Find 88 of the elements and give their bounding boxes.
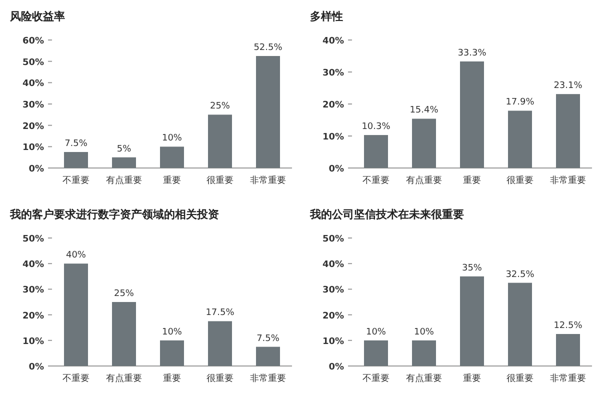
y-tick-label: 10% (322, 132, 344, 142)
y-tick-label: 10% (322, 336, 344, 347)
y-tick-label: 0% (28, 362, 44, 372)
bar (208, 321, 232, 366)
bar (556, 334, 580, 366)
data-label: 23.1% (554, 81, 583, 92)
data-label: 10% (366, 327, 386, 338)
x-tick-label: 很重要 (206, 175, 234, 186)
x-tick-label: 重要 (163, 175, 181, 186)
y-tick-label: 30% (22, 286, 44, 296)
bar (412, 340, 436, 366)
data-label: 35% (462, 263, 482, 274)
data-label: 17.5% (206, 308, 235, 318)
data-label: 32.5% (506, 270, 535, 280)
x-tick-label: 重要 (463, 175, 481, 186)
x-tick-label: 不重要 (362, 175, 390, 186)
bar (412, 118, 436, 168)
y-tick-label: 20% (322, 100, 344, 110)
y-tick-label: 40% (322, 36, 344, 46)
y-tick-label: 20% (22, 122, 44, 132)
chart-title: 风险收益率 (9, 10, 65, 23)
y-tick-label: 40% (22, 260, 44, 270)
bar (64, 264, 88, 366)
bar (508, 110, 532, 168)
chart-title: 我的公司坚信技术在未来很重要 (309, 208, 464, 221)
bar (112, 302, 136, 366)
y-tick-label: 50% (322, 234, 344, 244)
y-tick-label: 30% (322, 286, 344, 296)
data-label: 10% (414, 327, 434, 338)
y-tick-label: 0% (28, 164, 44, 174)
x-tick-label: 非常重要 (550, 373, 586, 384)
data-label: 10% (162, 327, 182, 338)
data-label: 33.3% (458, 48, 487, 58)
x-tick-label: 很重要 (206, 373, 234, 384)
bar (508, 282, 532, 366)
y-tick-label: 0% (328, 164, 344, 174)
x-tick-label: 很重要 (506, 175, 534, 186)
bar (64, 152, 88, 168)
bar (160, 340, 184, 366)
x-tick-label: 重要 (163, 373, 181, 384)
y-tick-label: 0% (328, 362, 344, 372)
y-tick-label: 10% (22, 336, 44, 347)
x-tick-label: 重要 (463, 373, 481, 384)
y-tick-label: 60% (22, 36, 44, 46)
data-label: 25% (114, 289, 134, 299)
chart-title: 多样性 (310, 10, 343, 23)
x-tick-label: 非常重要 (550, 175, 586, 186)
data-label: 52.5% (254, 43, 283, 53)
bar (556, 94, 580, 168)
bar (112, 157, 136, 168)
x-tick-label: 不重要 (62, 373, 90, 384)
y-tick-label: 40% (322, 260, 344, 270)
bar (460, 276, 484, 366)
y-tick-label: 30% (22, 100, 44, 110)
data-label: 5% (116, 144, 132, 154)
data-label: 7.5% (256, 334, 280, 344)
bar (208, 114, 232, 168)
x-tick-label: 非常重要 (250, 373, 286, 384)
x-tick-label: 不重要 (62, 175, 90, 186)
data-label: 7.5% (64, 139, 88, 149)
x-tick-label: 不重要 (362, 373, 390, 384)
bar (364, 340, 388, 366)
data-label: 25% (210, 102, 230, 112)
x-tick-label: 非常重要 (250, 175, 286, 186)
data-label: 10.3% (362, 122, 391, 132)
data-label: 40% (66, 250, 86, 261)
bar (256, 346, 280, 366)
data-label: 17.9% (506, 98, 535, 108)
x-tick-label: 有点重要 (406, 175, 442, 186)
y-tick-label: 50% (22, 58, 44, 68)
y-tick-label: 30% (322, 68, 344, 78)
bar (460, 61, 484, 168)
data-label: 15.4% (410, 106, 439, 116)
y-tick-label: 10% (22, 143, 44, 154)
bar (160, 146, 184, 168)
y-tick-label: 20% (22, 311, 44, 322)
bar (256, 56, 280, 168)
y-tick-label: 20% (322, 311, 344, 322)
x-tick-label: 很重要 (506, 373, 534, 384)
chart-title: 我的客户要求进行数字资产领域的相关投资 (9, 208, 219, 221)
data-label: 12.5% (554, 321, 583, 331)
data-label: 10% (162, 134, 182, 144)
bar (364, 135, 388, 168)
x-tick-label: 有点重要 (106, 373, 142, 384)
y-tick-label: 50% (22, 234, 44, 244)
x-tick-label: 有点重要 (406, 373, 442, 384)
y-tick-label: 40% (22, 79, 44, 90)
x-tick-label: 有点重要 (106, 175, 142, 186)
